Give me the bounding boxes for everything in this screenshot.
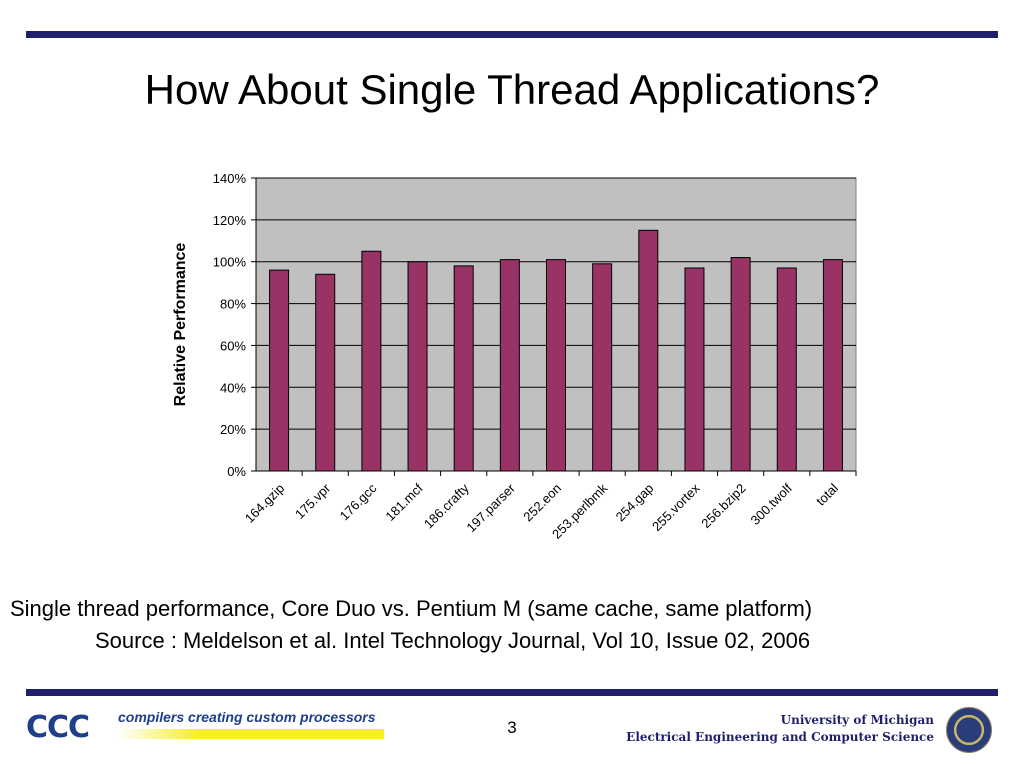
source-citation: Source : Meldelson et al. Intel Technolo… <box>95 628 811 653</box>
bar <box>638 229 659 472</box>
x-tick-label: total <box>813 480 841 508</box>
top-divider <box>26 31 998 38</box>
logo-tagline: compilers creating custom processors <box>118 709 376 725</box>
bar <box>592 263 613 472</box>
bar <box>361 250 382 472</box>
y-tick-label: 120% <box>213 213 247 228</box>
x-tick-label: 252.eon <box>520 481 564 525</box>
bar <box>315 273 336 472</box>
university-seal-icon <box>946 707 992 753</box>
bar <box>499 259 520 472</box>
y-tick-label: 0% <box>227 464 246 479</box>
x-tick-label: 197.parser <box>463 480 518 535</box>
x-tick-label: 255.vortex <box>649 480 703 534</box>
bar <box>730 257 751 472</box>
chart-caption: Single thread performance, Core Duo vs. … <box>10 596 813 621</box>
y-tick-label: 40% <box>220 380 246 395</box>
bar <box>684 267 705 472</box>
slide-title: How About Single Thread Applications? <box>144 66 880 113</box>
page-number: 3 <box>507 718 517 737</box>
y-axis-label: Relative Performance <box>172 243 189 407</box>
x-tick-label: 254.gap <box>613 481 657 525</box>
bar <box>453 265 474 472</box>
bar <box>269 269 290 472</box>
bar <box>546 259 566 472</box>
university-name: University of Michigan <box>780 713 934 727</box>
x-tick-label: 256.bzip2 <box>698 481 748 531</box>
bar-chart: 0% 20% 40% 60% 80% 100% 120% 140% 164.gzip 175.vp… <box>172 171 857 542</box>
y-tick-label: 60% <box>220 338 246 353</box>
y-tick-label: 80% <box>220 297 246 312</box>
y-tick-label: 100% <box>213 255 247 270</box>
department-name: Electrical Engineering and Computer Scie… <box>626 730 934 744</box>
logo-highlight-bar <box>118 729 384 739</box>
bottom-divider <box>26 689 998 696</box>
y-tick-label: 140% <box>213 171 247 186</box>
logo-mark: CCC <box>26 710 90 745</box>
bar <box>407 261 428 472</box>
x-tick-label: 175.vpr <box>292 480 334 522</box>
y-tick-label: 20% <box>220 422 246 437</box>
x-tick-label: 300.twolf <box>747 480 795 528</box>
x-tick-label: 176.gcc <box>337 480 380 523</box>
bar <box>822 259 843 472</box>
x-tick-label: 181.mcf <box>382 480 426 524</box>
bar <box>776 267 797 472</box>
x-tick-label: 164.gzip <box>242 481 287 526</box>
